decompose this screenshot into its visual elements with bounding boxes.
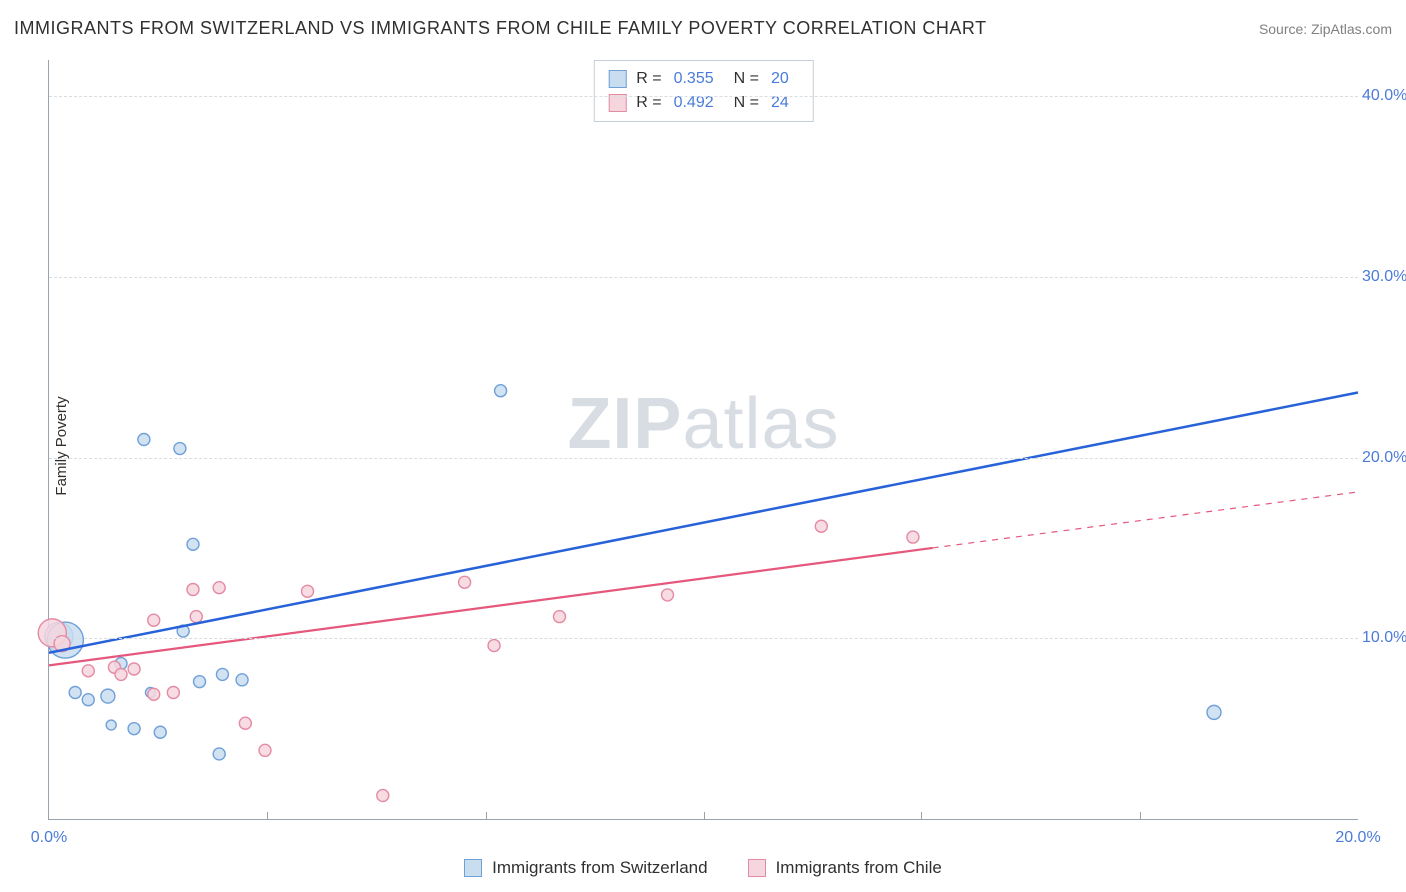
data-point xyxy=(138,434,150,446)
gridline-h xyxy=(49,638,1358,639)
data-point xyxy=(236,674,248,686)
x-tick-mark xyxy=(704,812,705,820)
data-point xyxy=(459,576,471,588)
x-tick-mark xyxy=(486,812,487,820)
data-point xyxy=(187,583,199,595)
data-point xyxy=(148,614,160,626)
data-point xyxy=(377,790,389,802)
data-point xyxy=(115,668,127,680)
legend-item-chile: Immigrants from Chile xyxy=(748,858,942,878)
data-point xyxy=(216,668,228,680)
series-legend: Immigrants from Switzerland Immigrants f… xyxy=(0,858,1406,878)
data-point xyxy=(128,663,140,675)
data-point xyxy=(495,385,507,397)
x-tick-label: 0.0% xyxy=(31,829,67,847)
data-point xyxy=(154,726,166,738)
data-point xyxy=(82,694,94,706)
data-point xyxy=(82,665,94,677)
r-label: R = xyxy=(636,67,661,91)
r-value-switzerland: 0.355 xyxy=(674,67,714,91)
gridline-h xyxy=(49,96,1358,97)
y-tick-label: 30.0% xyxy=(1362,268,1406,286)
data-point xyxy=(69,687,81,699)
data-point xyxy=(554,611,566,623)
data-point xyxy=(907,531,919,543)
n-label: N = xyxy=(734,91,759,115)
chart-title: IMMIGRANTS FROM SWITZERLAND VS IMMIGRANT… xyxy=(14,18,987,39)
data-point xyxy=(1207,705,1221,719)
data-point xyxy=(190,611,202,623)
data-point xyxy=(662,589,674,601)
plot-area: ZIPatlas R = 0.355 N = 20 R = 0.492 N = … xyxy=(48,60,1358,820)
data-point xyxy=(128,723,140,735)
legend-item-switzerland: Immigrants from Switzerland xyxy=(464,858,707,878)
n-label: N = xyxy=(734,67,759,91)
y-tick-label: 40.0% xyxy=(1362,87,1406,105)
data-point xyxy=(815,520,827,532)
data-point xyxy=(259,744,271,756)
r-value-chile: 0.492 xyxy=(674,91,714,115)
data-point xyxy=(302,585,314,597)
data-point xyxy=(106,720,116,730)
data-point xyxy=(167,687,179,699)
legend-row-switzerland: R = 0.355 N = 20 xyxy=(608,67,799,91)
data-point xyxy=(148,688,160,700)
y-tick-label: 10.0% xyxy=(1362,629,1406,647)
x-tick-mark xyxy=(267,812,268,820)
r-label: R = xyxy=(636,91,661,115)
x-tick-label: 20.0% xyxy=(1335,829,1380,847)
data-point xyxy=(213,582,225,594)
x-tick-mark xyxy=(921,812,922,820)
legend-row-chile: R = 0.492 N = 24 xyxy=(608,91,799,115)
data-point xyxy=(101,689,115,703)
correlation-legend: R = 0.355 N = 20 R = 0.492 N = 24 xyxy=(593,60,814,122)
chart-svg xyxy=(49,60,1358,819)
data-point xyxy=(239,717,251,729)
data-point xyxy=(488,640,500,652)
n-value-switzerland: 20 xyxy=(771,67,789,91)
swatch-chile-icon xyxy=(748,859,766,877)
n-value-chile: 24 xyxy=(771,91,789,115)
title-bar: IMMIGRANTS FROM SWITZERLAND VS IMMIGRANT… xyxy=(14,18,1392,39)
legend-label-switzerland: Immigrants from Switzerland xyxy=(492,858,707,878)
data-point xyxy=(194,676,206,688)
data-point xyxy=(187,538,199,550)
trendline-chile-extrapolated xyxy=(933,492,1358,548)
gridline-h xyxy=(49,458,1358,459)
swatch-switzerland-icon xyxy=(464,859,482,877)
source-attribution: Source: ZipAtlas.com xyxy=(1259,21,1392,37)
data-point xyxy=(174,443,186,455)
legend-label-chile: Immigrants from Chile xyxy=(776,858,942,878)
gridline-h xyxy=(49,277,1358,278)
x-tick-mark xyxy=(1140,812,1141,820)
trendline-switzerland xyxy=(49,393,1358,653)
swatch-switzerland xyxy=(608,70,626,88)
data-point xyxy=(213,748,225,760)
y-tick-label: 20.0% xyxy=(1362,449,1406,467)
